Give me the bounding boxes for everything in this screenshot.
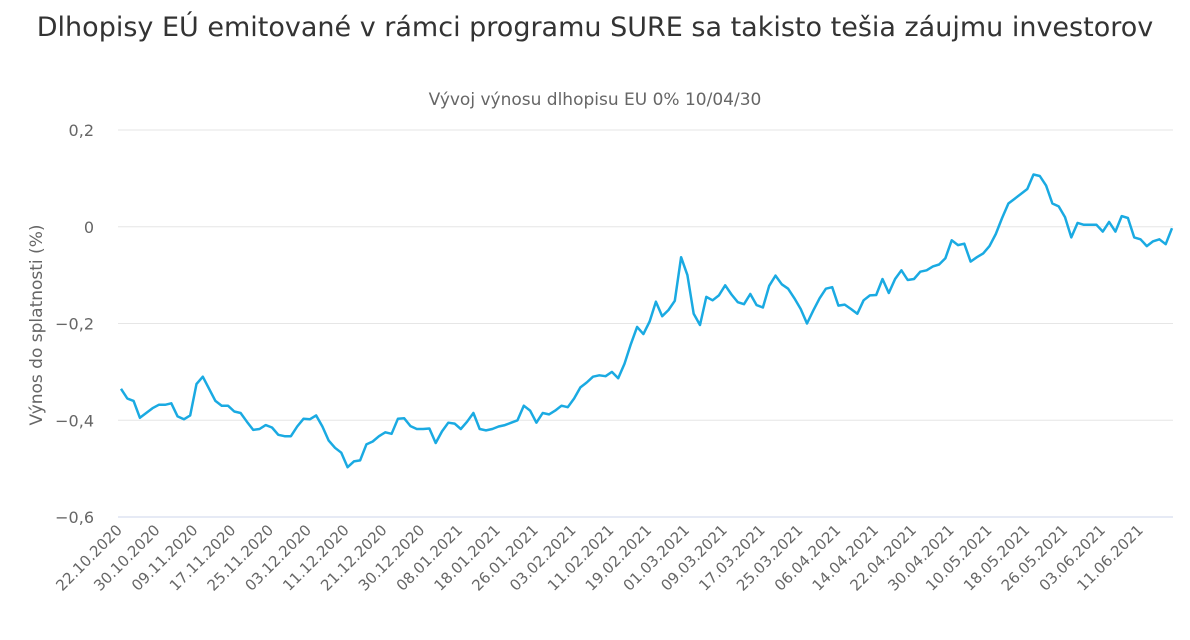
series-line	[119, 173, 1174, 469]
y-tick-label: 0,2	[69, 121, 94, 140]
y-axis-ticks: 0,2 0 −0,2 −0,4 −0,6	[55, 121, 94, 527]
y-tick-label: −0,6	[55, 508, 94, 527]
series-group	[119, 173, 1174, 469]
y-tick-label: −0,2	[55, 315, 94, 334]
chart-subtitle: Vývoj výnosu dlhopisu EU 0% 10/04/30	[428, 90, 762, 110]
gridlines	[118, 129, 1173, 518]
y-tick-label: 0	[84, 218, 94, 237]
y-axis-label: Výnos do splatnosti (%)	[27, 225, 47, 426]
x-axis-ticks: 22.10.202030.10.202009.11.202017.11.2020…	[52, 521, 1146, 594]
chart-title: Dlhopisy EÚ emitované v rámci programu S…	[36, 12, 1154, 43]
y-tick-label: −0,4	[55, 411, 94, 430]
